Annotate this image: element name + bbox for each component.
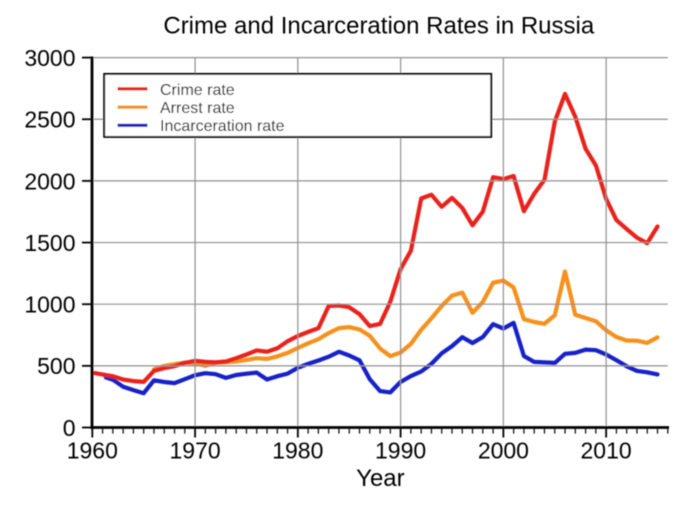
svg-text:1990: 1990 bbox=[375, 438, 426, 464]
svg-text:Year: Year bbox=[356, 465, 405, 492]
svg-text:Arrest rate: Arrest rate bbox=[160, 100, 235, 117]
svg-text:1000: 1000 bbox=[24, 292, 75, 318]
svg-text:1980: 1980 bbox=[272, 438, 323, 464]
svg-text:1500: 1500 bbox=[24, 230, 75, 256]
svg-text:1960: 1960 bbox=[67, 438, 118, 464]
svg-text:Crime and Incarceration Rates: Crime and Incarceration Rates in Russia bbox=[163, 13, 595, 40]
svg-text:0: 0 bbox=[63, 415, 76, 441]
svg-text:2000: 2000 bbox=[24, 168, 75, 194]
svg-text:3000: 3000 bbox=[24, 45, 75, 71]
svg-text:Incarceration rate: Incarceration rate bbox=[160, 118, 285, 135]
svg-text:1970: 1970 bbox=[170, 438, 221, 464]
svg-text:Crime rate: Crime rate bbox=[160, 82, 235, 99]
svg-text:500: 500 bbox=[37, 353, 75, 379]
svg-text:2500: 2500 bbox=[24, 107, 75, 133]
svg-text:2000: 2000 bbox=[478, 438, 529, 464]
svg-text:2010: 2010 bbox=[581, 438, 632, 464]
